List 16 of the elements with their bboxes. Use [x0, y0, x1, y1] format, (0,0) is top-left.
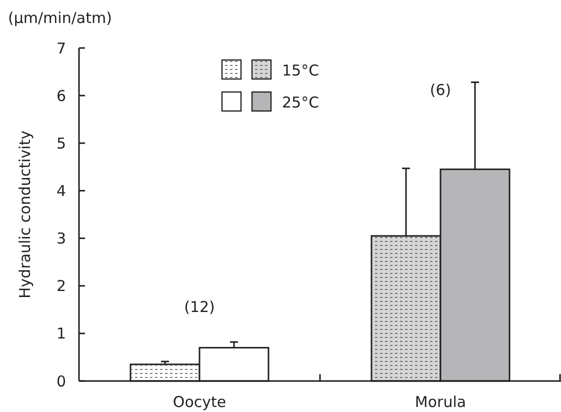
- y-tick-label: 3: [56, 230, 66, 248]
- y-tick-label: 6: [56, 86, 66, 105]
- annotation: (12): [184, 298, 215, 316]
- text: (μm/min/atm): [8, 9, 112, 27]
- y-axis-title: Hydraulic conductivity: [16, 130, 34, 298]
- y-tick-label: 7: [56, 39, 66, 58]
- y-tick-label: 1: [56, 324, 66, 343]
- y-tick-label: 2: [56, 277, 66, 296]
- x-tick-label: Oocyte: [172, 393, 226, 411]
- y-tick-label: 5: [56, 134, 66, 152]
- x-tick-label: Morula: [414, 393, 466, 411]
- y-tick-label: 0: [56, 372, 66, 390]
- legend-label: 25°C: [282, 93, 320, 112]
- y-tick-label: 4: [56, 182, 66, 200]
- annotation: (6): [430, 81, 452, 99]
- legend-label: 15°C: [282, 61, 320, 80]
